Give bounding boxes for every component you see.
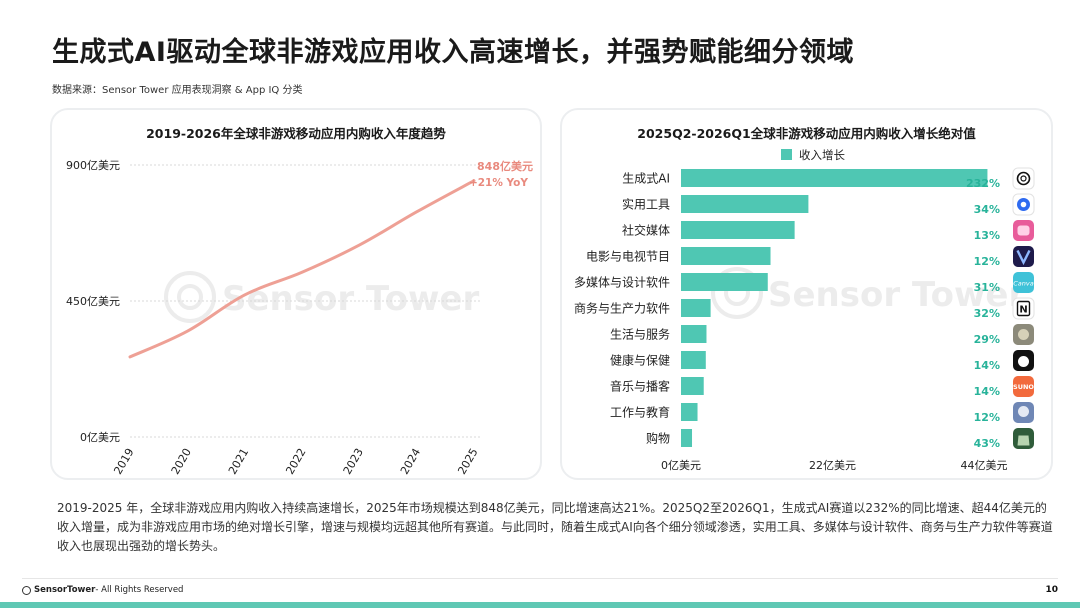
bar: [681, 377, 704, 395]
icon-glyph: [1016, 171, 1031, 186]
category-label: 工作与教育: [610, 405, 670, 420]
icon-glyph: N: [1019, 305, 1027, 316]
annotation-value: 848亿美元: [477, 159, 533, 173]
bar-chart-title: 2025Q2-2026Q1全球非游戏移动应用内购收入增长绝对值: [637, 126, 976, 141]
social-app-icon: [1013, 220, 1034, 241]
x-tick-label: 2019: [111, 446, 136, 477]
line-chart-svg: Sensor Tower 0亿美元 450亿美元 900亿美元 2019 2020 20…: [66, 159, 533, 477]
page-title: 生成式AI驱动全球非游戏应用收入高速增长，并强势赋能细分领域: [52, 37, 854, 68]
growth-pct-label: 34%: [974, 203, 1000, 216]
growth-pct-label: 14%: [974, 385, 1000, 398]
category-label: 社交媒体: [622, 223, 670, 238]
bar: [681, 351, 706, 369]
y-tick-label: 0亿美元: [80, 431, 120, 444]
shopping-app-icon: [1013, 428, 1034, 449]
category-label: 购物: [646, 431, 670, 446]
icon-glyph: [1018, 329, 1029, 340]
icon-glyph: [1017, 225, 1030, 236]
page-number: 10: [1045, 585, 1058, 595]
icon-background: [1013, 376, 1034, 397]
watermark-text: Sensor Tower: [768, 275, 1025, 315]
icon-glyph: [1018, 356, 1029, 367]
y-tick-label: 450亿美元: [66, 295, 120, 308]
line-chart-title: 2019-2026年全球非游戏移动应用内购收入年度趋势: [146, 126, 446, 141]
y-tick-label: 900亿美元: [66, 159, 120, 172]
icon-glyph: SUNO: [1013, 383, 1034, 391]
notion-icon: N: [1012, 297, 1035, 320]
lifestyle-app-icon: [1013, 324, 1034, 345]
icon-glyph: [1017, 435, 1030, 446]
icon-glyph: Canva: [1013, 280, 1033, 288]
category-label: 生成式AI: [622, 172, 670, 186]
bar: [681, 325, 707, 343]
growth-pct-label: 14%: [974, 359, 1000, 372]
icon-glyph: [1020, 175, 1027, 182]
bar: [681, 169, 988, 187]
growth-pct-label: 13%: [974, 229, 1000, 242]
category-label: 电影与电视节目: [586, 249, 670, 264]
footer-brand: SensorTower: [34, 585, 96, 595]
footer-rights: - All Rights Reserved: [95, 585, 184, 595]
data-source-note: 数据来源：Sensor Tower 应用表现洞察 & App IQ 分类: [52, 85, 303, 96]
bar: [681, 221, 795, 239]
growth-pct-label: 12%: [974, 255, 1000, 268]
health-app-icon: [1013, 350, 1034, 371]
bar: [681, 299, 711, 317]
watermark: Sensor Tower: [711, 267, 1025, 319]
legend: 收入增长: [781, 148, 845, 162]
x-tick-label: 2021: [226, 446, 251, 477]
footer-divider: [22, 578, 1058, 579]
x-tick-label: 2020: [169, 446, 194, 477]
icon-background: [1012, 167, 1035, 190]
growth-pct-label: 232%: [966, 177, 1000, 190]
category-label: 商务与生产力软件: [574, 301, 670, 316]
revenue-series-line: [128, 179, 476, 359]
bar: [681, 273, 768, 291]
summary-paragraph: 2019-2025 年，全球非游戏应用内购收入持续高速增长，2025年市场规模达…: [57, 501, 1053, 553]
category-label: 音乐与播客: [610, 379, 670, 394]
footer: SensorTower - All Rights Reserved: [22, 585, 183, 595]
category-label: 健康与保健: [610, 353, 670, 368]
bar: [681, 403, 698, 421]
bottom-accent-band: [0, 602, 1080, 608]
openai-icon: [1012, 167, 1035, 190]
bar: [681, 429, 693, 447]
growth-pct-label: 32%: [974, 307, 1000, 320]
suno-icon: SUNO: [1013, 376, 1034, 397]
copilot-icon: [1012, 193, 1035, 216]
category-label: 实用工具: [622, 197, 670, 212]
x-tick-label: 2022: [283, 446, 308, 477]
x-tick-label: 0亿美元: [661, 459, 701, 472]
canva-icon: Canva: [1013, 272, 1034, 293]
legend-swatch: [781, 149, 792, 160]
category-label: 多媒体与设计软件: [574, 276, 670, 290]
bar-chart-panel: 2025Q2-2026Q1全球非游戏移动应用内购收入增长绝对值 Sensor T…: [560, 108, 1053, 480]
icon-glyph: [1016, 249, 1031, 266]
growth-pct-label: 29%: [974, 333, 1000, 346]
x-tick-label: 2023: [341, 446, 366, 477]
icon-background: [1013, 272, 1034, 293]
category-label: 生活与服务: [610, 327, 670, 342]
line-chart-panel: 2019-2026年全球非游戏移动应用内购收入年度趋势 Sensor Tower…: [50, 108, 542, 480]
icon-glyph: [1016, 300, 1031, 317]
x-tick-label: 44亿美元: [961, 459, 1008, 472]
sensortower-logo-icon: [22, 585, 31, 595]
bar-chart-svg: Sensor Tower 收入增长 生成式AI 232% 实用工具 34% 社交媒体 13…: [574, 148, 1035, 472]
x-tick-label: 2025: [455, 446, 480, 477]
x-tick-label: 22亿美元: [809, 459, 856, 472]
growth-pct-label: 31%: [974, 281, 1000, 294]
bar: [681, 195, 809, 213]
watermark-text: Sensor Tower: [222, 279, 479, 319]
bar: [681, 247, 771, 265]
x-tick-label: 2024: [398, 446, 423, 477]
annotation-growth: +21% YoY: [469, 177, 528, 189]
robot-tutor-icon: [1013, 402, 1034, 423]
legend-label: 收入增长: [799, 148, 845, 162]
growth-pct-label: 43%: [974, 437, 1000, 450]
growth-pct-label: 12%: [974, 411, 1000, 424]
icon-glyph: [1020, 201, 1027, 208]
video-app-icon: [1013, 246, 1034, 267]
icon-glyph: [1018, 406, 1029, 417]
